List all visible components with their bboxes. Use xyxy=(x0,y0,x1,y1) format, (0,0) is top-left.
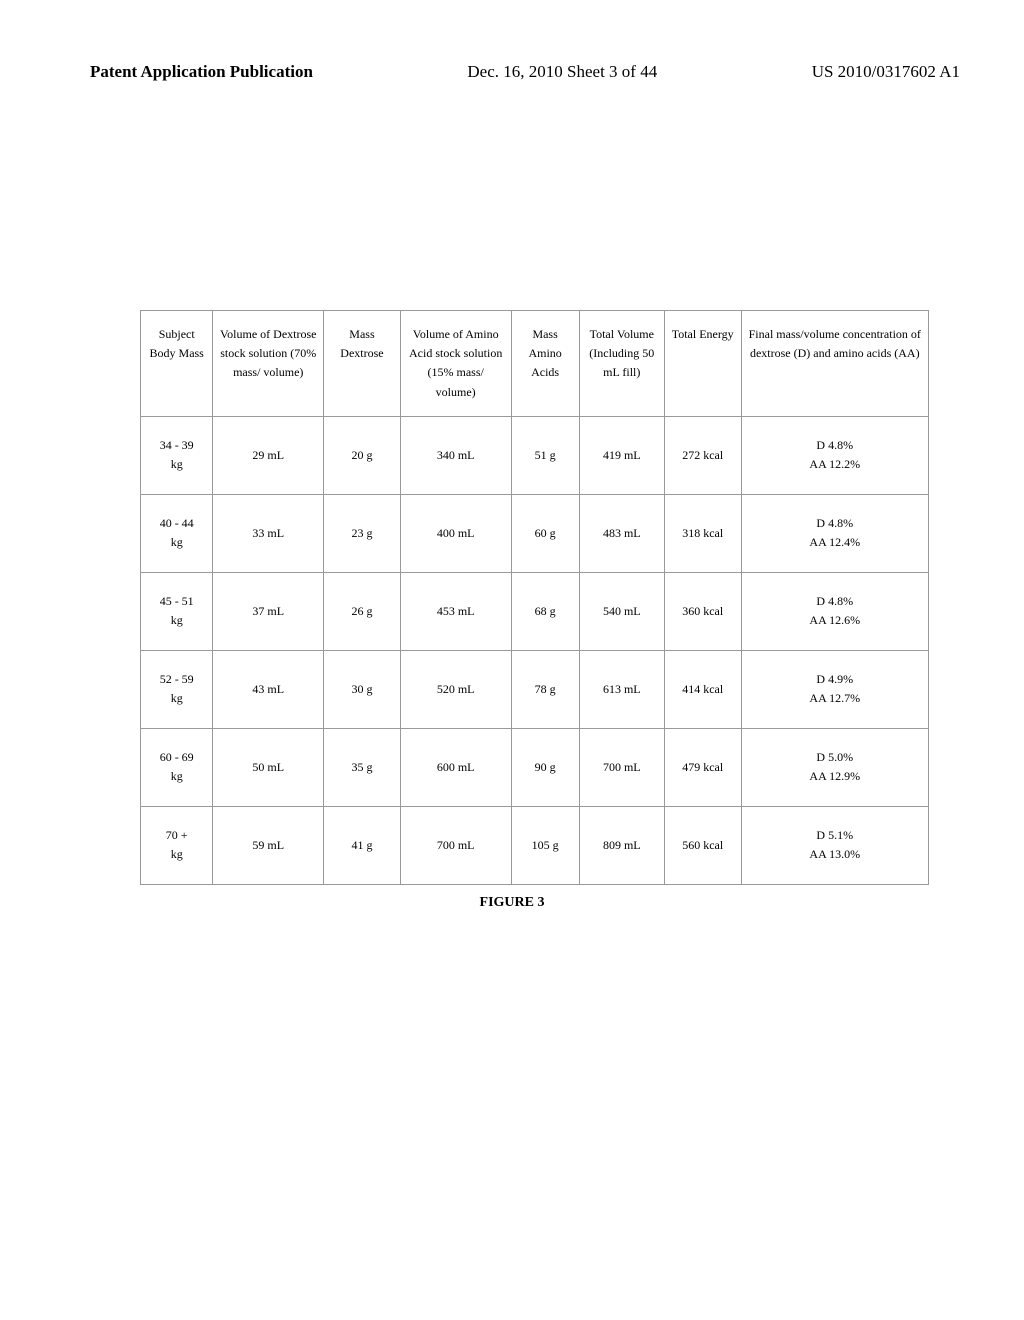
cell-body-mass: 40 - 44kg xyxy=(141,494,213,572)
cell-dextrose-vol: 33 mL xyxy=(213,494,324,572)
cell-amino-vol: 453 mL xyxy=(400,572,511,650)
cell-dextrose-mass: 26 g xyxy=(324,572,401,650)
cell-body-mass: 45 - 51kg xyxy=(141,572,213,650)
table-body: 34 - 39kg 29 mL 20 g 340 mL 51 g 419 mL … xyxy=(141,416,929,884)
cell-total-energy: 360 kcal xyxy=(664,572,741,650)
page-header: Patent Application Publication Dec. 16, … xyxy=(0,62,1024,82)
column-header: Volume of Amino Acid stock solution (15%… xyxy=(400,311,511,417)
cell-total-vol: 419 mL xyxy=(579,416,664,494)
column-header: Subject Body Mass xyxy=(141,311,213,417)
cell-amino-vol: 700 mL xyxy=(400,806,511,884)
cell-body-mass: 52 - 59kg xyxy=(141,650,213,728)
column-header: Mass Dextrose xyxy=(324,311,401,417)
cell-concentration: D 4.8%AA 12.2% xyxy=(741,416,928,494)
column-header: Final mass/volume concentration of dextr… xyxy=(741,311,928,417)
cell-dextrose-mass: 41 g xyxy=(324,806,401,884)
cell-concentration: D 5.0%AA 12.9% xyxy=(741,728,928,806)
cell-total-vol: 809 mL xyxy=(579,806,664,884)
header-right-text: US 2010/0317602 A1 xyxy=(812,62,960,82)
table-row: 34 - 39kg 29 mL 20 g 340 mL 51 g 419 mL … xyxy=(141,416,929,494)
cell-body-mass: 34 - 39kg xyxy=(141,416,213,494)
table-row: 70 +kg 59 mL 41 g 700 mL 105 g 809 mL 56… xyxy=(141,806,929,884)
table-row: 40 - 44kg 33 mL 23 g 400 mL 60 g 483 mL … xyxy=(141,494,929,572)
column-header: Mass Amino Acids xyxy=(511,311,579,417)
table-row: 45 - 51kg 37 mL 26 g 453 mL 68 g 540 mL … xyxy=(141,572,929,650)
cell-dextrose-mass: 20 g xyxy=(324,416,401,494)
header-center-text: Dec. 16, 2010 Sheet 3 of 44 xyxy=(467,62,657,82)
cell-dextrose-vol: 29 mL xyxy=(213,416,324,494)
cell-amino-mass: 78 g xyxy=(511,650,579,728)
cell-dextrose-mass: 30 g xyxy=(324,650,401,728)
cell-amino-vol: 520 mL xyxy=(400,650,511,728)
cell-total-vol: 540 mL xyxy=(579,572,664,650)
cell-concentration: D 4.8%AA 12.6% xyxy=(741,572,928,650)
cell-dextrose-vol: 37 mL xyxy=(213,572,324,650)
cell-amino-vol: 600 mL xyxy=(400,728,511,806)
cell-concentration: D 4.9%AA 12.7% xyxy=(741,650,928,728)
cell-body-mass: 70 +kg xyxy=(141,806,213,884)
column-header: Volume of Dextrose stock solution (70% m… xyxy=(213,311,324,417)
cell-dextrose-vol: 43 mL xyxy=(213,650,324,728)
cell-total-vol: 700 mL xyxy=(579,728,664,806)
cell-dextrose-vol: 50 mL xyxy=(213,728,324,806)
cell-concentration: D 4.8%AA 12.4% xyxy=(741,494,928,572)
column-header: Total Volume (Including 50 mL fill) xyxy=(579,311,664,417)
cell-concentration: D 5.1%AA 13.0% xyxy=(741,806,928,884)
cell-amino-mass: 51 g xyxy=(511,416,579,494)
header-left-text: Patent Application Publication xyxy=(90,62,313,82)
formulation-table: Subject Body Mass Volume of Dextrose sto… xyxy=(140,310,929,885)
cell-amino-mass: 60 g xyxy=(511,494,579,572)
cell-total-energy: 414 kcal xyxy=(664,650,741,728)
cell-dextrose-mass: 35 g xyxy=(324,728,401,806)
cell-amino-mass: 90 g xyxy=(511,728,579,806)
cell-total-vol: 613 mL xyxy=(579,650,664,728)
cell-amino-mass: 68 g xyxy=(511,572,579,650)
cell-dextrose-vol: 59 mL xyxy=(213,806,324,884)
figure-label: FIGURE 3 xyxy=(0,895,1024,911)
cell-total-vol: 483 mL xyxy=(579,494,664,572)
cell-amino-mass: 105 g xyxy=(511,806,579,884)
cell-dextrose-mass: 23 g xyxy=(324,494,401,572)
cell-body-mass: 60 - 69kg xyxy=(141,728,213,806)
table-header-row: Subject Body Mass Volume of Dextrose sto… xyxy=(141,311,929,417)
cell-total-energy: 318 kcal xyxy=(664,494,741,572)
cell-amino-vol: 340 mL xyxy=(400,416,511,494)
cell-total-energy: 560 kcal xyxy=(664,806,741,884)
column-header: Total Energy xyxy=(664,311,741,417)
cell-total-energy: 272 kcal xyxy=(664,416,741,494)
table-row: 52 - 59kg 43 mL 30 g 520 mL 78 g 613 mL … xyxy=(141,650,929,728)
cell-amino-vol: 400 mL xyxy=(400,494,511,572)
data-table-container: Subject Body Mass Volume of Dextrose sto… xyxy=(140,310,929,885)
cell-total-energy: 479 kcal xyxy=(664,728,741,806)
table-row: 60 - 69kg 50 mL 35 g 600 mL 90 g 700 mL … xyxy=(141,728,929,806)
